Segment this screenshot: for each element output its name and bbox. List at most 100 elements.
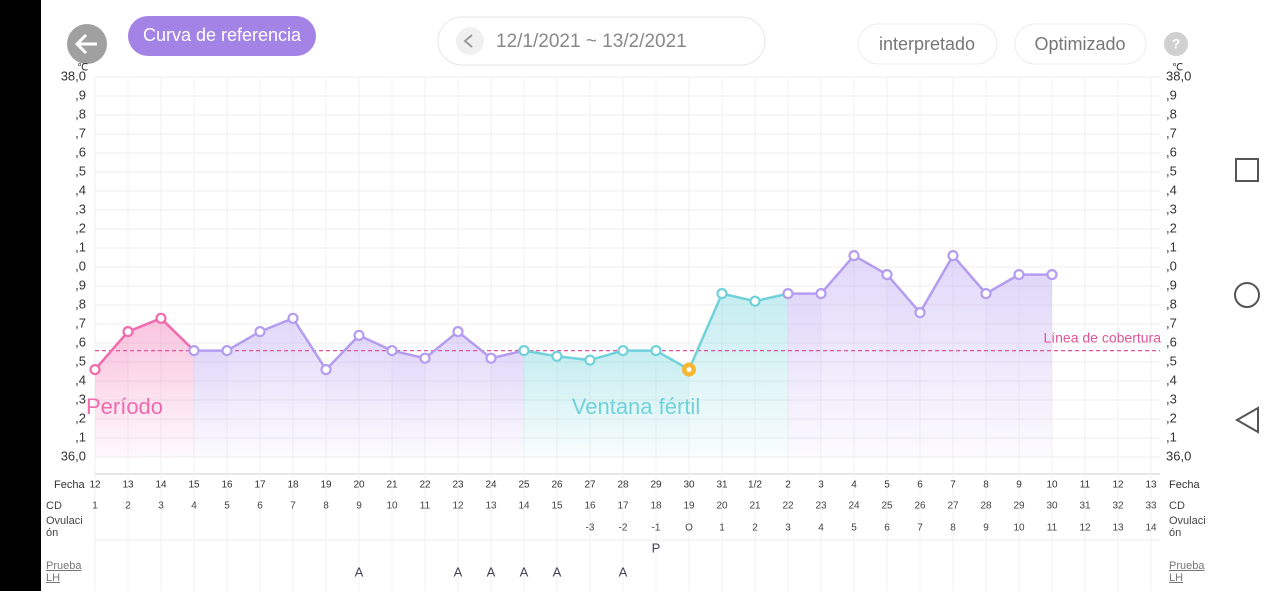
area — [590, 350, 623, 457]
area — [326, 335, 359, 457]
y-tick-label: ,0 — [75, 258, 86, 273]
cd-label: 32 — [1112, 501, 1124, 512]
y-tick-label: ,8 — [75, 106, 86, 121]
area — [95, 331, 128, 457]
date-label: 30 — [683, 480, 695, 491]
phase-label: Período — [86, 394, 163, 419]
point — [914, 307, 926, 319]
y-tick-label: ,6 — [75, 144, 86, 159]
area — [689, 293, 722, 457]
area — [821, 255, 854, 457]
area — [1019, 274, 1052, 457]
cd-label: 1 — [92, 501, 98, 512]
line-segment — [325, 334, 360, 371]
date-label: 1/2 — [748, 480, 762, 491]
point — [848, 250, 860, 262]
reference-button[interactable] — [128, 16, 316, 56]
interpreted-label: interpretado — [879, 34, 975, 54]
point — [89, 364, 101, 376]
point — [386, 345, 398, 357]
optimized-label: Optimizado — [1034, 34, 1125, 54]
y-tick-label: ,5 — [75, 163, 86, 178]
row-label: Ovulación — [46, 515, 83, 539]
cd-label: 25 — [881, 501, 893, 512]
date-pill[interactable] — [437, 16, 766, 66]
line-segment — [358, 334, 393, 352]
reference-label: Curva de referencia — [143, 25, 302, 45]
date-label: 5 — [884, 480, 890, 491]
date-label: 8 — [983, 480, 989, 491]
area — [887, 274, 920, 457]
y-tick-label: ,9 — [75, 277, 86, 292]
date-label: 28 — [617, 480, 629, 491]
cd-label: 31 — [1079, 501, 1091, 512]
interpreted-button[interactable] — [857, 23, 998, 65]
help-button[interactable] — [1164, 32, 1188, 56]
lh-result: A — [520, 564, 529, 579]
help-label: ? — [1172, 36, 1181, 52]
y-tick-label: ,3 — [1166, 201, 1177, 216]
row-label: CD — [46, 500, 62, 512]
nav-recent[interactable] — [1235, 158, 1259, 182]
nav-back[interactable] — [1234, 406, 1259, 434]
date-label: 12 — [89, 480, 101, 491]
point — [518, 345, 530, 357]
date-label: 29 — [650, 480, 662, 491]
y-unit: ℃ — [77, 63, 88, 74]
row-label: Ovulación — [1169, 515, 1206, 539]
point — [815, 288, 827, 300]
row-label: Fecha — [1169, 479, 1200, 491]
date-label: 15 — [188, 480, 200, 491]
date-label: 17 — [254, 480, 266, 491]
row-label[interactable]: Prueba LH — [1169, 560, 1205, 584]
date-label: 31 — [716, 480, 728, 491]
ovulation-label: 4 — [818, 523, 824, 534]
y-tick-label: ,4 — [1166, 372, 1177, 387]
ovulation-label: 11 — [1047, 523, 1058, 534]
area — [722, 293, 755, 457]
point — [452, 326, 464, 338]
y-tick-label: ,2 — [1166, 220, 1177, 235]
back-arrow — [74, 33, 97, 55]
point — [419, 352, 431, 364]
y-tick-label: ,5 — [1166, 353, 1177, 368]
cd-label: 3 — [158, 501, 164, 512]
date-label: 2 — [785, 480, 791, 491]
line-segment — [94, 330, 129, 371]
point — [551, 350, 563, 362]
y-tick-label: ,6 — [1166, 334, 1177, 349]
ovulation-label: 5 — [851, 523, 857, 534]
cd-label: 5 — [224, 501, 230, 512]
nav-home[interactable] — [1234, 282, 1260, 308]
row-label[interactable]: Prueba LH — [46, 560, 82, 584]
point — [320, 364, 332, 376]
ovulation-label: 10 — [1013, 523, 1025, 534]
line-segment — [589, 349, 624, 362]
point — [353, 329, 365, 341]
area — [293, 318, 326, 457]
cd-label: 22 — [782, 501, 794, 512]
date-label: 25 — [518, 480, 530, 491]
y-tick-label: ,9 — [1166, 87, 1177, 102]
date-label: 6 — [917, 480, 923, 491]
cd-label: 17 — [617, 501, 629, 512]
area — [194, 350, 227, 457]
point — [584, 354, 596, 366]
ovulation-label: 12 — [1079, 523, 1091, 534]
line-segment — [127, 317, 162, 333]
optimized-button[interactable] — [1014, 23, 1147, 65]
cd-label: 27 — [947, 501, 959, 512]
cd-label: 15 — [551, 501, 563, 512]
date-label: 11 — [1080, 480, 1091, 491]
ovulation-label: 8 — [950, 523, 956, 534]
area — [392, 350, 425, 457]
point — [1013, 269, 1025, 281]
ovulation-label: 9 — [983, 523, 989, 534]
line-segment — [754, 292, 789, 303]
date-label: 9 — [1016, 480, 1022, 491]
cd-label: 2 — [125, 501, 131, 512]
lh-result: A — [619, 564, 628, 579]
y-tick-label: ,1 — [1166, 429, 1177, 444]
point — [881, 269, 893, 281]
